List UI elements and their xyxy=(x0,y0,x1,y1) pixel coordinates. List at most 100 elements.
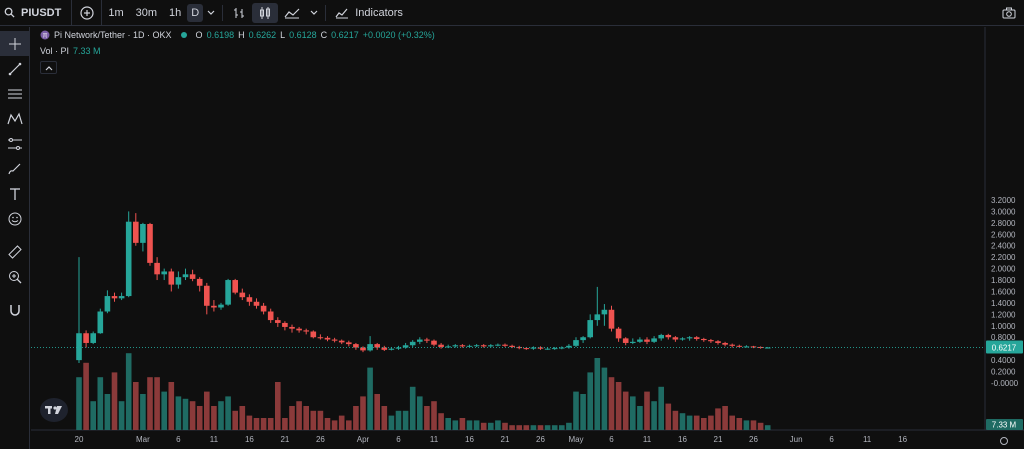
collapse-legend-button[interactable] xyxy=(40,61,57,74)
interval-1h[interactable]: 1h xyxy=(169,6,182,19)
volume-bar xyxy=(346,420,352,430)
volume-bar xyxy=(239,406,246,430)
volume-bar xyxy=(360,396,366,430)
interval-d[interactable]: D xyxy=(187,3,204,22)
smiley-icon xyxy=(8,212,22,225)
crosshair-icon xyxy=(9,37,21,50)
volume-bar xyxy=(246,415,253,430)
candle-body xyxy=(537,347,544,349)
volume-bar xyxy=(196,406,203,430)
volume-bar xyxy=(757,422,764,430)
candle-body xyxy=(331,339,338,341)
candle-body xyxy=(672,337,679,340)
candle-body xyxy=(218,304,224,308)
time-axis-label: Mar xyxy=(136,435,150,444)
volume-bar xyxy=(331,420,338,430)
volume-bar xyxy=(530,425,537,430)
emoji-tool[interactable] xyxy=(0,206,30,231)
tradingview-logo-icon xyxy=(45,406,62,414)
interval-dropdown[interactable] xyxy=(203,0,219,25)
ruler-tool[interactable] xyxy=(0,239,30,264)
volume-bar xyxy=(502,422,508,430)
candle-body xyxy=(353,344,359,348)
candle-body xyxy=(97,311,104,334)
volume-bar xyxy=(83,362,89,430)
candle-body xyxy=(118,296,125,299)
price-chart[interactable]: 3.2000 3.0000 2.8000 2.6000 2.4000 2.2000 2.00… xyxy=(31,27,1024,449)
area-chart-type-button[interactable] xyxy=(278,0,306,25)
magnet-tool[interactable] xyxy=(0,297,30,322)
volume-bar xyxy=(736,418,743,430)
volume-bar xyxy=(523,425,530,430)
interval-30m[interactable]: 30m xyxy=(135,6,158,19)
volume-bar xyxy=(630,396,636,430)
candle-body xyxy=(665,334,672,338)
brush-tool[interactable] xyxy=(0,156,30,181)
candle-body xyxy=(182,274,189,278)
text-icon xyxy=(10,187,20,200)
volume-value: 7.33 M xyxy=(73,46,101,56)
chart-type-dropdown[interactable] xyxy=(306,0,322,25)
volume-bar xyxy=(133,382,139,430)
interval-1m[interactable]: 1m xyxy=(108,6,124,19)
volume-bar xyxy=(445,418,451,430)
price-axis-label: 1.2000 xyxy=(991,310,1016,319)
time-axis-label: 6 xyxy=(609,435,614,444)
candle-body xyxy=(488,345,494,347)
top-toolbar: PIUSDT 1m 30m 1h D Indicators xyxy=(0,0,1024,26)
price-axis-label: 1.4000 xyxy=(991,299,1016,308)
market-status-icon xyxy=(180,32,187,38)
trend-line-tool[interactable] xyxy=(0,56,30,81)
pi-logo-icon: π xyxy=(40,30,50,40)
tradingview-logo[interactable] xyxy=(40,398,68,422)
volume-bar xyxy=(672,410,679,430)
volume-bar xyxy=(111,372,118,430)
volume-bar xyxy=(317,410,324,430)
bar-chart-type-button[interactable] xyxy=(226,0,252,25)
legend-close: 0.6217 xyxy=(331,30,359,40)
compare-symbol-button[interactable] xyxy=(72,0,103,25)
volume-bar xyxy=(665,403,672,430)
symbol-search[interactable]: PIUSDT xyxy=(0,0,73,25)
gear-icon[interactable] xyxy=(1000,437,1008,445)
zoom-tool[interactable] xyxy=(0,264,30,289)
candle-body xyxy=(452,345,459,347)
volume-bar xyxy=(204,391,210,430)
last-volume-text: 7.33 M xyxy=(992,421,1017,430)
candle-body xyxy=(196,278,203,286)
volume-bar xyxy=(225,396,231,430)
price-axis-label: 2.2000 xyxy=(991,253,1016,262)
indicators-label: Indicators xyxy=(355,6,403,19)
bars-icon xyxy=(234,7,245,18)
candle-body xyxy=(431,340,437,345)
candle-body xyxy=(76,333,82,361)
crosshair-tool[interactable] xyxy=(0,31,30,56)
fib-tool[interactable] xyxy=(0,81,30,106)
volume-bar xyxy=(729,415,735,430)
candle-body xyxy=(601,309,608,315)
candles-chart-type-button[interactable] xyxy=(252,2,279,23)
volume-bar xyxy=(104,394,111,430)
candle-body xyxy=(360,347,366,351)
indicators-button[interactable]: Indicators xyxy=(329,0,409,25)
trend-line-icon xyxy=(8,62,22,75)
candle-body xyxy=(551,348,558,350)
time-axis-label: 26 xyxy=(536,435,545,444)
volume-bar xyxy=(125,353,132,430)
candle-body xyxy=(303,330,309,332)
prediction-tool[interactable] xyxy=(0,131,30,156)
volume-bar xyxy=(431,401,437,430)
price-axis-label: 3.0000 xyxy=(991,207,1016,216)
volume-bar xyxy=(310,410,317,430)
text-tool[interactable] xyxy=(0,181,30,206)
candle-body xyxy=(750,346,757,348)
volume-bar xyxy=(566,422,572,430)
volume-bar xyxy=(594,358,601,430)
volume-bar xyxy=(580,394,586,430)
candle-body xyxy=(381,347,388,350)
candle-body xyxy=(204,285,210,306)
screenshot-button[interactable] xyxy=(994,0,1024,25)
volume-legend: Vol · PI 7.33 M xyxy=(40,46,101,56)
camera-icon xyxy=(1002,7,1016,18)
pattern-tool[interactable] xyxy=(0,106,30,131)
